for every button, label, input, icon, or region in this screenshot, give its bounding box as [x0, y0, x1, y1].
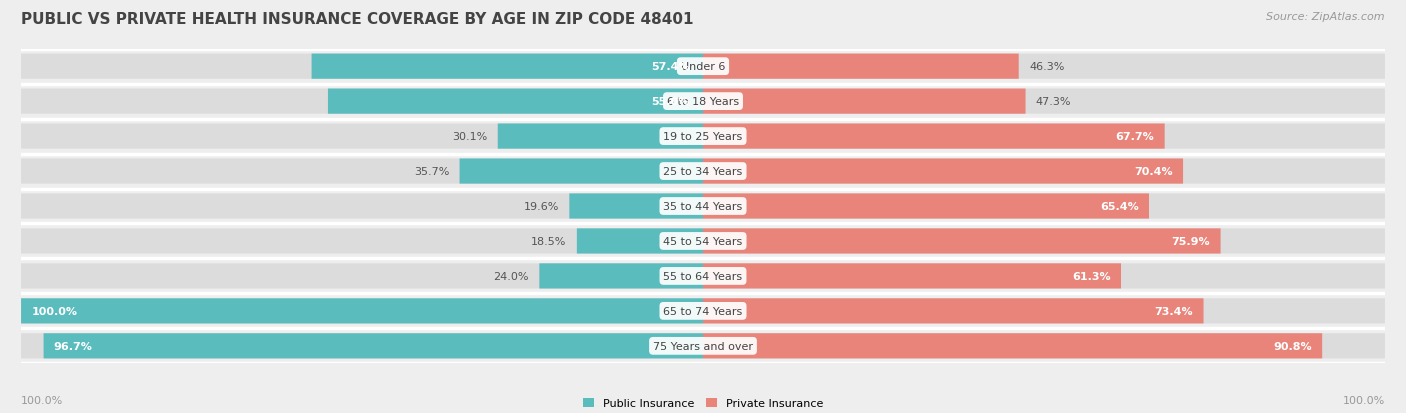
FancyBboxPatch shape [703, 55, 1385, 80]
FancyBboxPatch shape [21, 229, 703, 254]
Text: 45 to 54 Years: 45 to 54 Years [664, 236, 742, 247]
FancyBboxPatch shape [703, 124, 1164, 150]
FancyBboxPatch shape [703, 89, 1385, 114]
Text: 75 Years and over: 75 Years and over [652, 341, 754, 351]
Text: 57.4%: 57.4% [651, 62, 689, 72]
Text: 73.4%: 73.4% [1154, 306, 1194, 316]
Text: 100.0%: 100.0% [1343, 395, 1385, 405]
FancyBboxPatch shape [703, 299, 1204, 324]
FancyBboxPatch shape [21, 55, 703, 80]
FancyBboxPatch shape [703, 194, 1149, 219]
FancyBboxPatch shape [703, 55, 1019, 80]
FancyBboxPatch shape [21, 299, 703, 324]
Text: 55.0%: 55.0% [651, 97, 689, 107]
FancyBboxPatch shape [21, 299, 703, 324]
FancyBboxPatch shape [21, 124, 703, 150]
FancyBboxPatch shape [703, 89, 1025, 114]
FancyBboxPatch shape [44, 333, 703, 358]
FancyBboxPatch shape [21, 194, 703, 219]
FancyBboxPatch shape [21, 89, 703, 114]
Text: 18.5%: 18.5% [531, 236, 567, 247]
FancyBboxPatch shape [703, 229, 1385, 254]
Text: 75.9%: 75.9% [1171, 236, 1211, 247]
Text: 65.4%: 65.4% [1099, 202, 1139, 211]
Text: 70.4%: 70.4% [1135, 166, 1173, 177]
Text: 47.3%: 47.3% [1036, 97, 1071, 107]
Text: 25 to 34 Years: 25 to 34 Years [664, 166, 742, 177]
Text: 61.3%: 61.3% [1073, 271, 1111, 281]
Text: 24.0%: 24.0% [494, 271, 529, 281]
FancyBboxPatch shape [569, 194, 703, 219]
FancyBboxPatch shape [576, 229, 703, 254]
Text: Source: ZipAtlas.com: Source: ZipAtlas.com [1267, 12, 1385, 22]
Text: 90.8%: 90.8% [1274, 341, 1312, 351]
FancyBboxPatch shape [540, 263, 703, 289]
FancyBboxPatch shape [703, 194, 1385, 219]
FancyBboxPatch shape [21, 159, 703, 184]
FancyBboxPatch shape [498, 124, 703, 150]
FancyBboxPatch shape [703, 333, 1322, 358]
Legend: Public Insurance, Private Insurance: Public Insurance, Private Insurance [583, 398, 823, 408]
FancyBboxPatch shape [21, 263, 703, 289]
FancyBboxPatch shape [703, 229, 1220, 254]
Text: 19.6%: 19.6% [524, 202, 560, 211]
FancyBboxPatch shape [703, 263, 1385, 289]
Text: 96.7%: 96.7% [53, 341, 93, 351]
FancyBboxPatch shape [328, 89, 703, 114]
Text: 30.1%: 30.1% [453, 132, 488, 142]
Text: Under 6: Under 6 [681, 62, 725, 72]
Text: 55 to 64 Years: 55 to 64 Years [664, 271, 742, 281]
Text: PUBLIC VS PRIVATE HEALTH INSURANCE COVERAGE BY AGE IN ZIP CODE 48401: PUBLIC VS PRIVATE HEALTH INSURANCE COVER… [21, 12, 693, 27]
Text: 100.0%: 100.0% [21, 395, 63, 405]
FancyBboxPatch shape [703, 299, 1385, 324]
FancyBboxPatch shape [703, 159, 1385, 184]
FancyBboxPatch shape [703, 263, 1121, 289]
Text: 46.3%: 46.3% [1029, 62, 1064, 72]
FancyBboxPatch shape [703, 333, 1385, 358]
Text: 35 to 44 Years: 35 to 44 Years [664, 202, 742, 211]
Text: 6 to 18 Years: 6 to 18 Years [666, 97, 740, 107]
FancyBboxPatch shape [460, 159, 703, 184]
Text: 65 to 74 Years: 65 to 74 Years [664, 306, 742, 316]
FancyBboxPatch shape [703, 159, 1182, 184]
FancyBboxPatch shape [21, 333, 703, 358]
FancyBboxPatch shape [703, 124, 1385, 150]
Text: 100.0%: 100.0% [31, 306, 77, 316]
Text: 19 to 25 Years: 19 to 25 Years [664, 132, 742, 142]
Text: 35.7%: 35.7% [413, 166, 450, 177]
FancyBboxPatch shape [312, 55, 703, 80]
Text: 67.7%: 67.7% [1116, 132, 1154, 142]
